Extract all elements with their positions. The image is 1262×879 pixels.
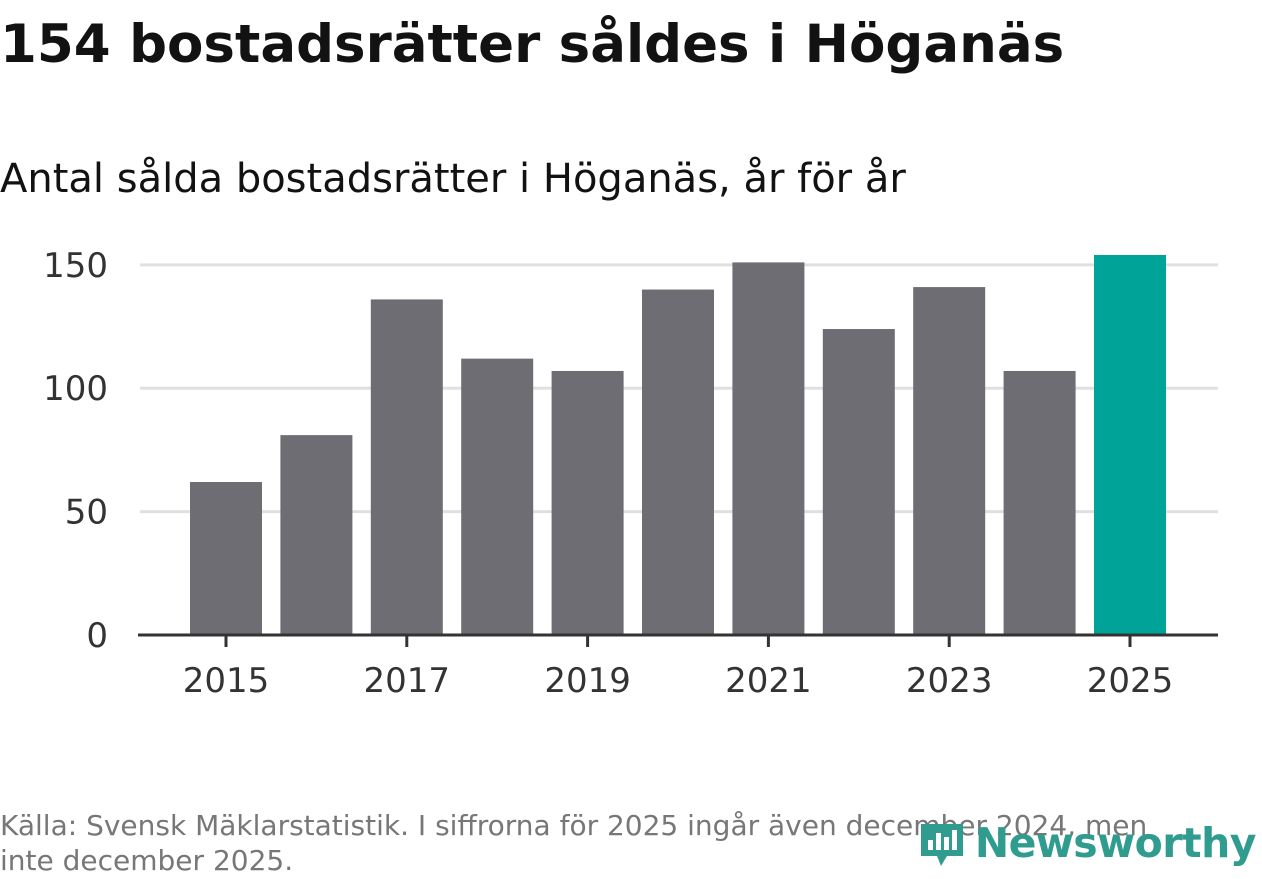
x-tick-label: 2023 [906, 661, 993, 701]
y-tick-label: 50 [65, 493, 108, 533]
bar-2016 [280, 435, 353, 635]
bar-chart: 0 50 100 150 154 2015 2017 2019 2021 2023 2025 [43, 240, 1218, 701]
chart-title: 154 bostadsrätter såldes i Höganäs [0, 14, 1065, 75]
data-label: 154 [1101, 240, 1158, 245]
y-tick-label: 100 [43, 369, 108, 409]
x-tick-label: 2015 [183, 661, 270, 701]
brand-name: Newsworthy [974, 819, 1257, 867]
y-tick-label: 150 [43, 246, 108, 286]
bar-2019 [551, 370, 624, 635]
newsworthy-logo-icon [920, 824, 963, 866]
x-tick-label: 2019 [544, 661, 631, 701]
x-tick-label: 2025 [1087, 661, 1174, 701]
chart-subtitle: Antal sålda bostadsrätter i Höganäs, år … [0, 156, 906, 202]
brand-logo: Newsworthy [917, 818, 1257, 868]
y-tick-label: 0 [86, 616, 108, 656]
x-tick-label: 2017 [364, 661, 451, 701]
bar-2017 [370, 299, 443, 635]
bar-2024 [1003, 370, 1076, 635]
bar-2015 [190, 482, 262, 635]
bar-2020 [642, 289, 714, 635]
bar-2025 [1094, 255, 1166, 635]
bar-2018 [461, 358, 534, 635]
data-labels: 154 [1101, 240, 1158, 245]
bar-2021 [732, 262, 805, 635]
bar-2023 [913, 287, 986, 635]
bar-2022 [822, 329, 895, 635]
y-axis-ticks: 0 50 100 150 [43, 246, 108, 656]
x-tick-label: 2021 [725, 661, 812, 701]
bars [190, 255, 1166, 635]
x-axis-ticks: 2015 2017 2019 2021 2023 2025 [183, 635, 1174, 701]
